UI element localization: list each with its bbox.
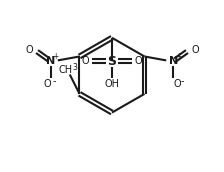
Text: O: O: [25, 45, 33, 55]
Text: O: O: [82, 56, 89, 66]
Text: +: +: [175, 52, 181, 61]
Text: O: O: [135, 56, 142, 66]
Text: -: -: [52, 76, 56, 86]
Text: 3: 3: [72, 63, 77, 72]
Text: S: S: [108, 55, 116, 68]
Text: O: O: [191, 45, 199, 55]
Text: N: N: [46, 56, 56, 66]
Text: OH: OH: [105, 79, 119, 89]
Text: -: -: [180, 76, 184, 86]
Text: O: O: [43, 79, 51, 89]
Text: O: O: [173, 79, 181, 89]
Text: +: +: [53, 52, 59, 61]
Text: CH: CH: [59, 65, 73, 75]
Text: N: N: [168, 56, 178, 66]
